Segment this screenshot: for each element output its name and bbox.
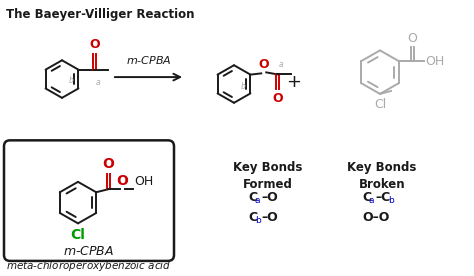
- Text: O: O: [116, 174, 128, 188]
- Text: b: b: [388, 196, 394, 205]
- Text: Cl: Cl: [71, 228, 85, 242]
- Text: a: a: [95, 78, 100, 87]
- Text: a: a: [369, 196, 374, 205]
- Text: –O: –O: [261, 191, 278, 204]
- Text: C: C: [248, 191, 257, 204]
- Text: a: a: [278, 60, 283, 70]
- Text: O: O: [258, 59, 269, 71]
- Text: O: O: [272, 92, 283, 105]
- Text: OH: OH: [134, 175, 154, 188]
- Text: The Baeyer-Villiger Reaction: The Baeyer-Villiger Reaction: [6, 8, 194, 21]
- Text: –C: –C: [375, 191, 390, 204]
- Text: a: a: [255, 196, 261, 205]
- Text: Key Bonds
Formed: Key Bonds Formed: [233, 161, 303, 191]
- Text: Cl: Cl: [374, 98, 386, 111]
- Text: O: O: [102, 158, 114, 171]
- Text: C: C: [362, 191, 371, 204]
- Text: OH: OH: [425, 55, 444, 68]
- FancyBboxPatch shape: [4, 140, 174, 261]
- Text: +: +: [286, 73, 301, 91]
- Text: b: b: [69, 76, 73, 85]
- Text: O–O: O–O: [362, 211, 389, 224]
- Text: b: b: [241, 81, 246, 91]
- Text: Key Bonds
Broken: Key Bonds Broken: [347, 161, 417, 191]
- Text: $meta$-chloroperoxybenzoic acid: $meta$-chloroperoxybenzoic acid: [6, 259, 172, 273]
- Text: $m$-CPBA: $m$-CPBA: [64, 245, 115, 258]
- Text: b: b: [255, 216, 261, 225]
- Text: $m$-CPBA: $m$-CPBA: [126, 54, 172, 66]
- Text: O: O: [89, 38, 100, 51]
- Text: –O: –O: [261, 211, 278, 224]
- Text: O: O: [407, 33, 417, 46]
- Text: C: C: [248, 211, 257, 224]
